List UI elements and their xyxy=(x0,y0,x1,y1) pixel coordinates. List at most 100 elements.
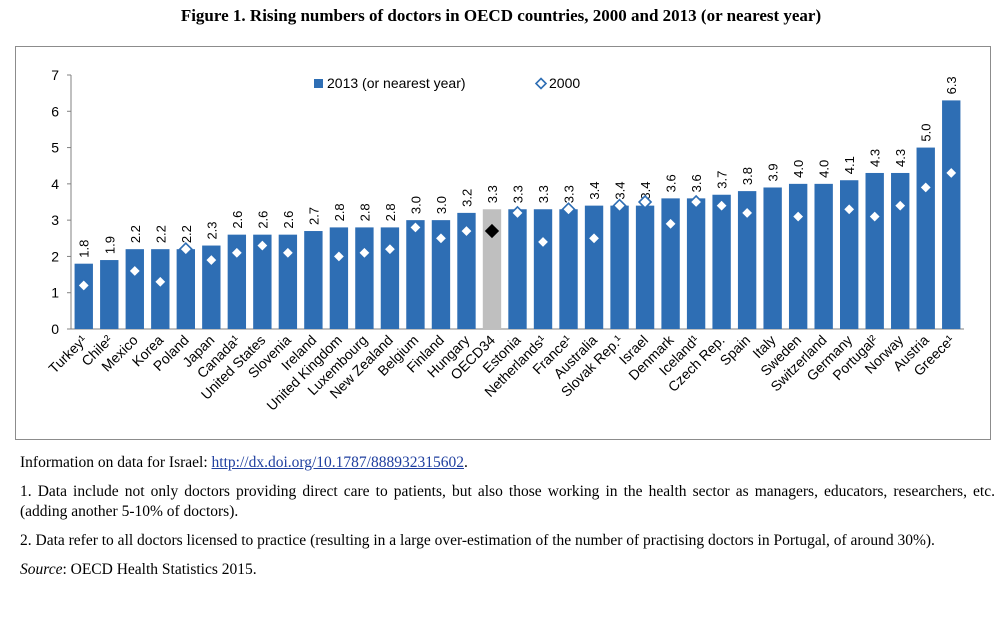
bar xyxy=(942,100,961,330)
legend-bar-label: 2013 (or nearest year) xyxy=(327,75,466,91)
marker-2000 xyxy=(382,242,398,257)
bar-value-label: 4.1 xyxy=(842,156,857,174)
y-tick-label: 2 xyxy=(51,248,59,264)
bar xyxy=(151,249,170,329)
marker-2000 xyxy=(586,231,602,246)
marker-2000 xyxy=(535,234,551,250)
marker-2000 xyxy=(791,209,806,224)
israel-note-text: Information on data for Israel: xyxy=(20,454,212,471)
marker-2000 xyxy=(433,231,449,246)
bar-value-label: 2.6 xyxy=(281,211,296,229)
bar xyxy=(457,212,476,329)
bar xyxy=(125,249,144,329)
bar-value-label: 2.3 xyxy=(204,221,219,239)
bar xyxy=(737,191,757,329)
bar-value-label: 4.0 xyxy=(791,160,806,178)
bar xyxy=(610,205,629,329)
marker-2000 xyxy=(510,205,525,221)
bar-value-label: 3.3 xyxy=(511,185,526,203)
source-label: Source xyxy=(20,561,63,578)
legend-marker-swatch xyxy=(534,77,548,90)
bar-value-label: 5.0 xyxy=(919,123,934,141)
y-tick-label: 7 xyxy=(51,67,59,83)
marker-2000 xyxy=(255,238,270,253)
marker-2000 xyxy=(714,198,729,213)
bar xyxy=(533,209,553,329)
marker-2000 xyxy=(842,202,857,217)
bar-value-label: 3.3 xyxy=(485,185,500,203)
israel-note: Information on data for Israel: http://d… xyxy=(20,453,995,473)
figure-title: Figure 1. Rising numbers of doctors in O… xyxy=(180,6,822,25)
bar-value-label: 2.2 xyxy=(153,225,168,243)
bar-value-label: 2.8 xyxy=(383,203,398,221)
y-tick-label: 4 xyxy=(51,176,59,192)
marker-2000 xyxy=(484,223,500,239)
bar-value-label: 6.3 xyxy=(944,76,959,94)
bar xyxy=(74,263,93,329)
marker-2000 xyxy=(153,274,168,289)
bar-value-label: 3.4 xyxy=(638,182,653,200)
footnote-1: 1. Data include not only doctors providi… xyxy=(20,483,995,520)
israel-note-end: . xyxy=(464,454,468,471)
bar xyxy=(406,220,425,329)
legend-bar-swatch xyxy=(314,79,323,88)
bar-value-label: 3.8 xyxy=(740,167,755,185)
marker-2000 xyxy=(204,252,219,268)
marker-2000 xyxy=(867,209,882,224)
bar xyxy=(431,220,451,329)
bar xyxy=(916,147,935,329)
bar-value-label: 3.6 xyxy=(664,174,679,192)
bar-value-label: 2.8 xyxy=(357,203,372,221)
y-tick-label: 3 xyxy=(51,212,59,228)
bar-value-label: 1.8 xyxy=(77,240,92,258)
bar xyxy=(278,234,298,329)
marker-2000 xyxy=(893,198,908,213)
bar xyxy=(482,209,502,329)
bar-value-label: 3.3 xyxy=(562,185,577,203)
bar xyxy=(661,198,680,329)
bar xyxy=(508,209,527,329)
bar xyxy=(380,227,400,329)
bar xyxy=(712,194,731,329)
bar-value-label: 3.0 xyxy=(434,196,449,214)
bar xyxy=(176,249,195,329)
marker-2000 xyxy=(663,216,678,231)
marker-2000 xyxy=(612,198,627,213)
notes-section: Information on data for Israel: http://d… xyxy=(20,453,995,589)
marker-2000 xyxy=(944,165,959,181)
marker-2000 xyxy=(637,194,653,210)
marker-2000 xyxy=(408,220,423,235)
y-tick-label: 0 xyxy=(51,321,59,337)
bar xyxy=(202,245,221,329)
bar xyxy=(686,198,706,329)
bar-chart: 012345671.8Turkey¹1.9Chile²2.2Mexico2.2K… xyxy=(45,67,964,414)
israel-data-link[interactable]: http://dx.doi.org/10.1787/888932315602 xyxy=(211,454,464,471)
marker-2000 xyxy=(357,245,372,260)
bar xyxy=(253,234,272,329)
y-tick-label: 6 xyxy=(51,103,59,119)
bar-value-label: 2.2 xyxy=(128,225,143,243)
bar-value-label: 3.7 xyxy=(715,171,730,189)
marker-2000 xyxy=(561,202,576,217)
bar xyxy=(840,180,859,329)
bar xyxy=(355,227,374,329)
marker-2000 xyxy=(688,194,704,210)
bar-value-label: 3.3 xyxy=(536,185,551,203)
bar-value-label: 3.4 xyxy=(587,182,602,200)
bar xyxy=(584,205,604,329)
bar-value-label: 2.6 xyxy=(230,211,245,229)
bar xyxy=(304,231,323,329)
marker-2000 xyxy=(280,245,296,260)
bar-value-label: 2.7 xyxy=(306,207,321,225)
bar-value-label: 3.9 xyxy=(766,163,781,181)
source-note: Source: OECD Health Statistics 2015. xyxy=(20,560,995,580)
y-tick-label: 1 xyxy=(51,285,59,301)
bar-value-label: 3.2 xyxy=(459,189,474,207)
bar-value-label: 2.2 xyxy=(179,225,194,243)
marker-2000 xyxy=(127,263,142,279)
bar-value-label: 4.3 xyxy=(893,149,908,167)
bar xyxy=(788,183,808,329)
bar-value-label: 3.6 xyxy=(689,174,704,192)
chart-area: 0 1 2 3 4 5 6 7 1.8 Turkey¹ 1.9 Chile² 2.2 Mexico 2.2 K… xyxy=(15,46,991,440)
bar-value-label: 3.4 xyxy=(613,182,628,200)
